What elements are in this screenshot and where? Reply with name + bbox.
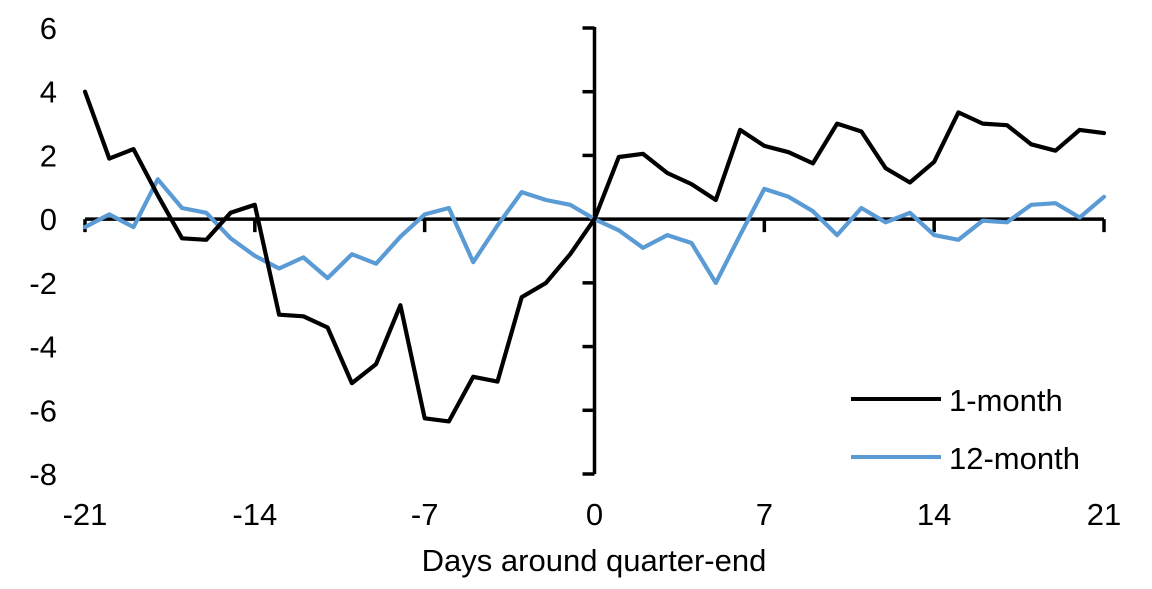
y-tick-label: -4 [29,330,57,365]
x-tick-label: -7 [411,497,439,532]
axis-labels: -21 -14 -7 0 7 14 21 6 4 2 0 -2 -4 -6 -8 [29,11,1121,532]
x-tick-label: 14 [917,497,951,532]
y-tick-label: 4 [40,75,57,110]
series [82,89,1107,424]
y-tick-label: 0 [40,202,57,237]
y-tick-label: -8 [29,457,57,492]
x-axis-title: Days around quarter-end [422,543,767,578]
legend: 1-month 12-month [851,383,1080,476]
y-tick-label: -6 [29,393,57,428]
y-tick-label: 2 [40,138,57,173]
x-tick-label: -14 [232,497,277,532]
series-line-1-month [82,89,1107,424]
x-tick-label: 0 [586,497,603,532]
legend-label-1-month: 1-month [949,383,1063,418]
legend-label-12-month: 12-month [949,441,1080,476]
x-tick-label: 7 [756,497,773,532]
y-tick-label: 6 [40,11,57,46]
x-tick-label: 21 [1087,497,1121,532]
y-tick-label: -2 [29,266,57,301]
x-tick-label: -21 [63,497,108,532]
